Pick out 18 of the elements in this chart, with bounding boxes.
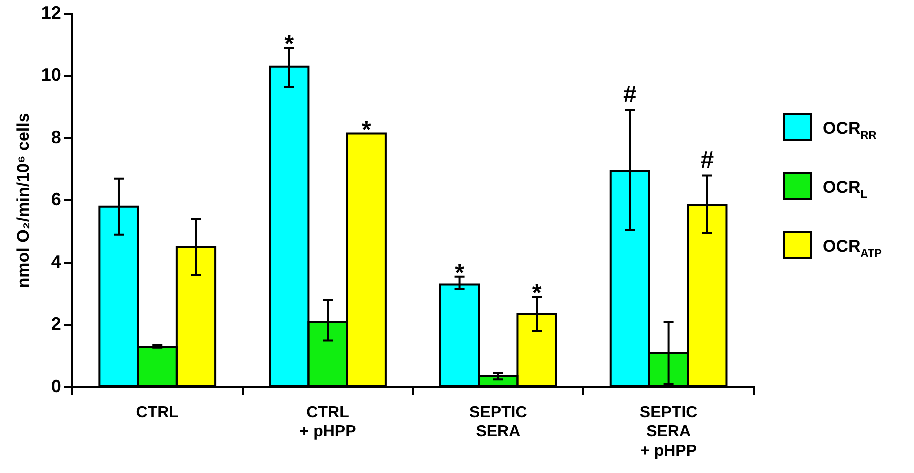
x-tick-label: CTRL [136,404,180,422]
annotation: * [362,116,372,144]
y-tick-label: 0 [51,376,62,396]
annotation: * [455,260,466,287]
annotation: # [700,146,714,174]
y-axis-title: nmol O₂/min/10⁶ cells [14,113,33,288]
y-tick-label: 8 [51,127,62,148]
x-tick-label: SEPTIC SERA [470,404,528,441]
y-tick-label: 4 [51,252,62,272]
x-tick-label: SEPTIC SERA + pHPP [640,404,698,460]
y-tick-label: 12 [41,2,62,23]
x-tick-label: CTRL + pHPP [300,404,357,441]
y-tick-label: 6 [51,190,62,210]
annotation: # [624,81,637,108]
annotation: * [284,31,295,58]
y-tick-label: 10 [41,65,62,86]
annotation: * [532,280,542,308]
y-tick-label: 2 [51,314,62,334]
